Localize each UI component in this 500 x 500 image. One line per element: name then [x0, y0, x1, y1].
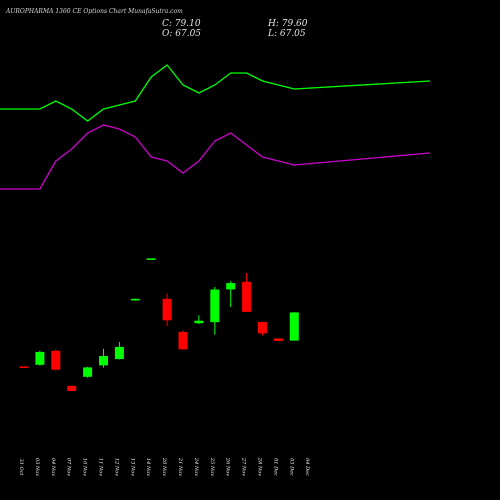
indicator-line-1 — [0, 64, 431, 122]
x-tick-label: 26 Nov — [225, 457, 231, 476]
x-tick-label: 24 Nov — [193, 457, 199, 476]
candle-body — [130, 298, 140, 301]
candle-body — [67, 385, 77, 391]
candle-body — [146, 258, 156, 260]
candle-body — [194, 320, 204, 324]
candle-body — [258, 322, 267, 334]
x-tick-label: 04 Dec — [304, 458, 310, 476]
x-tick-label: 07 Nov — [66, 458, 72, 476]
chart-title: AUROPHARMA 1360 CE Options Chart MunafaS… — [6, 8, 183, 15]
candle-body — [210, 289, 220, 323]
x-tick-label: 14 Nov — [145, 458, 151, 476]
x-tick-label: 27 Nov — [241, 457, 247, 476]
candles — [19, 258, 299, 391]
x-axis-ticks: 31 Oct 03 Nov 04 Nov 07 Nov 10 Nov 11 Nov 12 N… — [18, 457, 310, 476]
x-tick-label: 21 Nov — [177, 457, 183, 476]
open-value: O: 67.05 — [162, 29, 202, 39]
x-tick-label: 04 Nov — [50, 458, 56, 476]
x-tick-label: 25 Nov — [209, 457, 215, 476]
candle-body — [162, 298, 172, 321]
x-tick-label: 03 Nov — [34, 458, 40, 476]
indicator-line-2 — [0, 124, 431, 190]
x-tick-label: 28 Nov — [257, 457, 263, 476]
candle-body — [226, 283, 236, 290]
candle-body — [273, 338, 283, 341]
x-tick-label: 13 Nov — [129, 458, 135, 476]
candle-body — [19, 366, 29, 368]
x-tick-label: 10 Nov — [82, 458, 88, 476]
indicator-lines — [0, 64, 431, 190]
x-tick-label: 01 Dec — [272, 458, 278, 476]
candle-body — [83, 367, 93, 377]
candle-body — [35, 351, 45, 365]
candle-body — [178, 331, 188, 350]
candle-body — [99, 356, 108, 366]
x-tick-label: 20 Nov — [161, 457, 167, 476]
low-value: L: 67.05 — [268, 29, 306, 39]
x-tick-label: 31 Oct — [18, 459, 24, 477]
candle-body — [242, 281, 252, 312]
x-tick-label: 03 Dec — [288, 458, 294, 476]
x-tick-label: 11 Nov — [98, 458, 104, 476]
candle-body — [114, 346, 124, 360]
x-tick-label: 12 Nov — [113, 458, 119, 476]
close-value: C: 79.10 — [162, 19, 201, 29]
candle-body — [51, 350, 61, 370]
candle-body — [289, 312, 299, 341]
high-value: H: 79.60 — [268, 19, 308, 29]
